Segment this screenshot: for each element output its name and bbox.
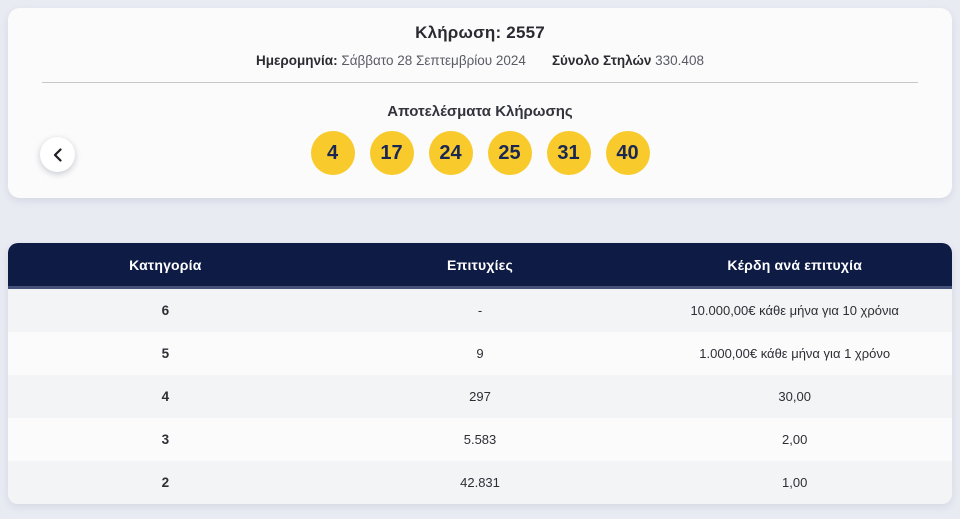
total-columns-label: Σύνολο Στηλών [551,53,652,68]
winnings-table-card: Κατηγορία Επιτυχίες Κέρδη ανά επιτυχία 6… [8,243,952,504]
table-row: 5 9 1.000,00€ κάθε μήνα για 1 χρόνο [8,332,952,375]
hits-cell: 42.831 [460,475,500,490]
draw-date: Ημερομηνία: Σάββατο 28 Σεπτεμβρίου 2024 [256,52,526,69]
header-divider [42,82,918,83]
number-ball: 4 [310,131,355,175]
results-heading: Αποτελέσματα Κλήρωσης [387,103,573,120]
number-ball: 31 [546,131,591,175]
column-header-hits: Επιτυχίες [446,256,514,273]
hits-cell: 9 [476,346,484,361]
column-header-prize: Κέρδη ανά επιτυχία [727,256,863,273]
draw-date-value: Σάββατο 28 Σεπτεμβρίου 2024 [341,53,526,68]
category-cell: 5 [161,346,170,361]
hits-cell: 5.583 [463,432,497,447]
prize-cell: 10.000,00€ κάθε μήνα για 10 χρόνια [690,303,899,318]
number-ball: 40 [605,131,650,175]
category-cell: 2 [161,475,170,490]
prize-cell: 1,00 [782,475,808,490]
table-row: 2 42.831 1,00 [8,461,952,504]
prize-cell: 1.000,00€ κάθε μήνα για 1 χρόνο [699,346,891,361]
prize-cell: 2,00 [782,432,808,447]
prize-cell: 30,00 [778,389,811,404]
column-header-category: Κατηγορία [129,256,202,273]
category-cell: 6 [161,303,170,318]
number-ball: 25 [487,131,532,175]
draw-date-label: Ημερομηνία: [256,53,338,68]
number-ball: 24 [428,131,473,175]
hits-cell: 297 [469,389,491,404]
table-row: 6 - 10.000,00€ κάθε μήνα για 10 χρόνια [8,289,952,332]
draw-meta-row: Ημερομηνία: Σάββατο 28 Σεπτεμβρίου 2024 … [8,52,952,69]
table-header-row: Κατηγορία Επιτυχίες Κέρδη ανά επιτυχία [8,243,952,289]
category-cell: 3 [161,432,170,447]
number-ball: 17 [369,131,414,175]
chevron-left-icon [53,147,62,162]
table-row: 4 297 30,00 [8,375,952,418]
category-cell: 4 [161,389,170,404]
total-columns: Σύνολο Στηλών 330.408 [552,52,704,69]
draw-title: Κλήρωση: 2557 [415,23,545,42]
drawn-numbers: 4 17 24 25 31 40 [8,131,952,175]
table-row: 3 5.583 2,00 [8,418,952,461]
total-columns-value: 330.408 [655,53,704,68]
hits-cell: - [477,303,483,318]
previous-draw-button[interactable] [40,137,75,172]
draw-results-card: Κλήρωση: 2557 Ημερομηνία: Σάββατο 28 Σεπ… [8,8,952,198]
